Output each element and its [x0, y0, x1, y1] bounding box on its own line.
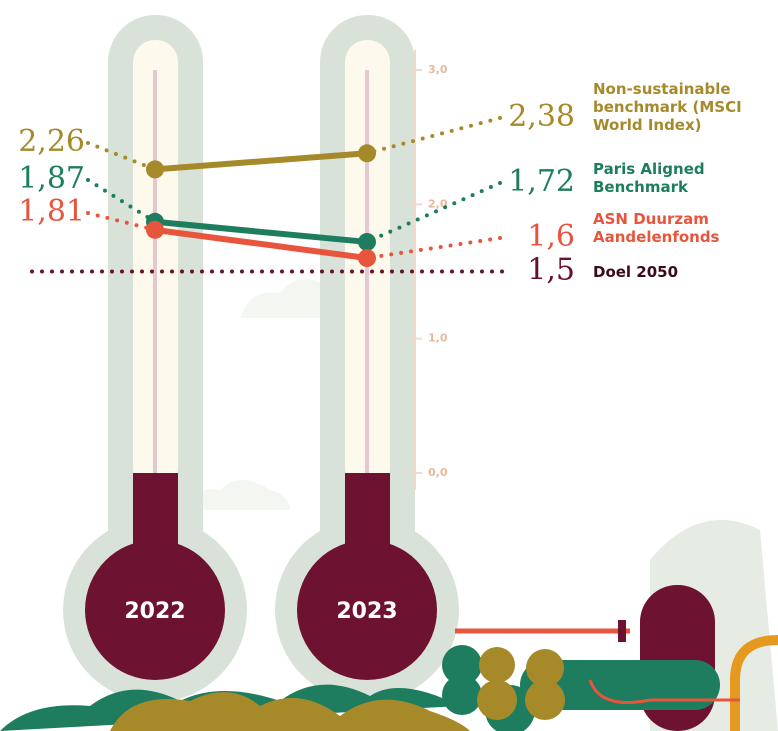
x-tick-label: 2023: [336, 599, 397, 624]
y-tick-label: 2,0: [428, 197, 448, 210]
connector: [365, 116, 502, 156]
value-label: 1,6: [527, 219, 575, 254]
legend-label: ASN Duurzam Aandelenfonds: [593, 210, 720, 246]
connector: [365, 181, 502, 244]
point: [146, 220, 164, 239]
series-line: [154, 150, 368, 173]
value-label: 2,38: [508, 99, 575, 134]
value-label: 1,87: [18, 161, 85, 196]
legend-label: Paris Aligned Benchmark: [593, 160, 705, 196]
point: [358, 249, 376, 268]
y-tick-label: 3,0: [428, 63, 448, 76]
connector: [86, 211, 157, 232]
decoration: [0, 15, 778, 731]
series-line: [154, 226, 368, 262]
value-label: 2,26: [18, 124, 85, 159]
legend-label: Non-sustainable benchmark (MSCI World In…: [593, 80, 742, 134]
value-label: 1,72: [508, 164, 575, 199]
legend-label: Doel 2050: [593, 262, 679, 281]
connector: [86, 141, 157, 172]
target-label: 1,5: [527, 253, 575, 288]
y-tick-label: 0,0: [428, 466, 448, 479]
series-line: [154, 218, 368, 245]
x-tick-label: 2022: [124, 599, 185, 624]
y-tick-label: 1,0: [428, 332, 448, 345]
point: [146, 160, 164, 179]
point: [358, 232, 376, 251]
connector: [86, 178, 157, 224]
value-label: 1,81: [18, 194, 85, 229]
point: [358, 144, 376, 163]
